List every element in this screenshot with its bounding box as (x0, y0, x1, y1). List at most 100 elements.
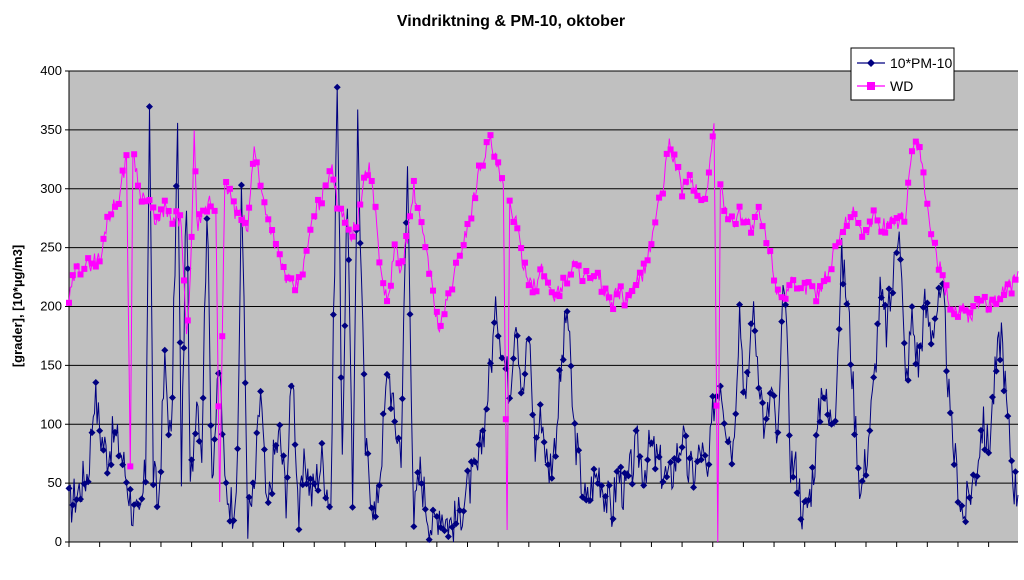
data-point (265, 216, 272, 223)
data-point (119, 167, 126, 174)
data-point (245, 493, 253, 501)
data-point (782, 301, 790, 309)
data-point (939, 272, 946, 279)
data-point (985, 306, 992, 313)
data-point (805, 496, 813, 504)
data-point (429, 506, 437, 514)
data-point (387, 282, 394, 289)
data-point (843, 300, 851, 308)
data-point (199, 394, 207, 402)
data-point (341, 322, 349, 330)
data-point (613, 467, 621, 475)
data-point (705, 169, 712, 176)
legend-wd-label: WD (890, 78, 913, 94)
data-point (601, 492, 609, 500)
data-point (150, 204, 157, 211)
data-point (697, 456, 705, 464)
data-point (870, 207, 877, 214)
data-point (617, 283, 624, 290)
data-point (172, 182, 180, 190)
data-point (69, 501, 77, 509)
data-point (391, 241, 398, 248)
data-point (985, 449, 993, 457)
data-point (380, 280, 387, 287)
data-point (548, 474, 556, 482)
data-point (188, 456, 196, 464)
y-tick-label: 50 (48, 475, 62, 490)
data-point (947, 306, 954, 313)
data-point (958, 502, 966, 510)
data-point (793, 489, 801, 497)
y-tick-label: 400 (40, 63, 62, 78)
data-point (605, 481, 613, 489)
data-point (180, 277, 187, 284)
data-point (904, 376, 912, 384)
data-point (407, 213, 414, 220)
data-point (575, 446, 583, 454)
data-point (942, 367, 950, 375)
data-point (490, 319, 498, 327)
data-point (1000, 387, 1008, 395)
data-point (548, 289, 555, 296)
data-point (368, 177, 375, 184)
data-point (464, 220, 471, 227)
data-point (613, 291, 620, 298)
data-point (111, 428, 119, 436)
data-point (406, 310, 414, 318)
data-point (628, 480, 636, 488)
data-point (563, 308, 571, 316)
data-point (808, 463, 816, 471)
data-point (318, 200, 325, 207)
data-point (437, 322, 444, 329)
data-point (498, 354, 506, 362)
data-point (916, 342, 924, 350)
data-point (571, 261, 578, 268)
data-point (767, 247, 774, 254)
data-point (165, 207, 172, 214)
data-point (1000, 292, 1007, 299)
data-point (587, 274, 594, 281)
data-point (889, 289, 897, 297)
data-point (295, 274, 302, 281)
data-point (632, 427, 640, 435)
data-point (744, 219, 751, 226)
data-point (678, 443, 686, 451)
data-point (145, 103, 153, 111)
data-point (288, 275, 295, 282)
data-point (237, 181, 245, 189)
data-point (364, 172, 371, 179)
data-point (234, 445, 242, 453)
data-point (648, 241, 655, 248)
data-point (502, 365, 510, 373)
data-point (751, 213, 758, 220)
data-point (544, 461, 552, 469)
data-point (425, 536, 433, 544)
data-point (257, 387, 265, 395)
data-point (157, 468, 165, 476)
data-point (1011, 468, 1019, 476)
data-point (797, 285, 804, 292)
data-point (728, 213, 735, 220)
data-point (919, 303, 927, 311)
data-point (280, 264, 287, 271)
data-point (418, 219, 425, 226)
data-point (188, 233, 195, 240)
data-point (908, 303, 916, 311)
data-point (732, 410, 740, 418)
data-point (483, 139, 490, 146)
data-point (338, 205, 345, 212)
data-point (306, 475, 314, 483)
data-point (755, 384, 763, 392)
data-point (866, 427, 874, 435)
data-point (556, 293, 563, 300)
data-point (617, 463, 625, 471)
data-point (100, 235, 107, 242)
data-point (820, 278, 827, 285)
data-point (702, 195, 709, 202)
data-point (820, 394, 828, 402)
data-point (99, 446, 107, 454)
data-point (958, 305, 965, 312)
data-point (509, 354, 517, 362)
data-point (364, 450, 372, 458)
data-point (483, 405, 491, 413)
